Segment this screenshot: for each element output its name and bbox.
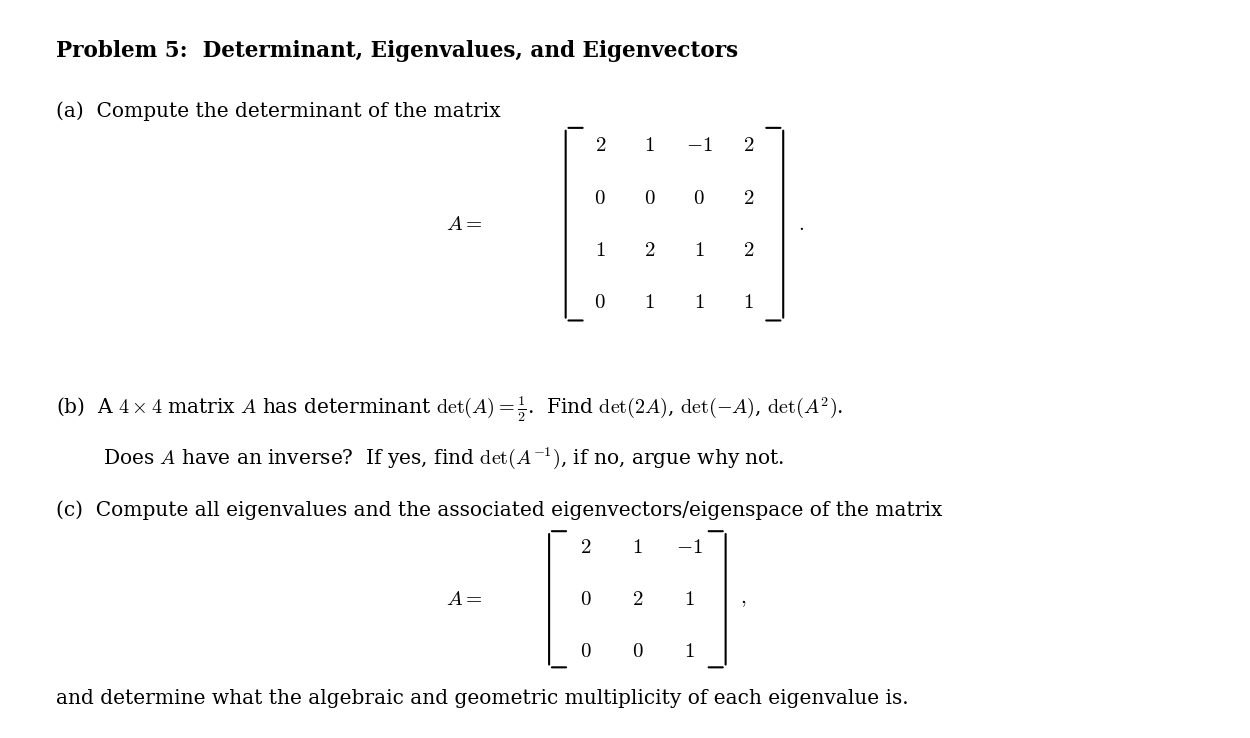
Text: (a)  Compute the determinant of the matrix: (a) Compute the determinant of the matri… [56,101,501,121]
Text: $0$: $0$ [631,642,644,661]
Text: $0$: $0$ [580,590,591,609]
Text: $2$: $2$ [742,241,754,260]
Text: $-1$: $-1$ [676,537,702,556]
Text: $0$: $0$ [595,293,606,312]
Text: $0$: $0$ [644,189,655,207]
Text: (b)  A $4 \times 4$ matrix $A$ has determinant $\det(A) = \frac{1}{2}$.  Find $\: (b) A $4 \times 4$ matrix $A$ has determ… [56,394,844,424]
Text: $1$: $1$ [632,537,642,556]
Text: $1$: $1$ [744,293,754,312]
Text: $1$: $1$ [644,137,655,156]
Text: $2$: $2$ [580,537,591,556]
Text: $2$: $2$ [742,189,754,207]
Text: $A = $: $A = $ [446,590,483,609]
Text: $1$: $1$ [595,241,606,260]
Text: $0$: $0$ [595,189,606,207]
Text: and determine what the algebraic and geometric multiplicity of each eigenvalue i: and determine what the algebraic and geo… [56,689,909,708]
Text: $1$: $1$ [644,293,655,312]
Text: $1$: $1$ [694,293,705,312]
Text: (c)  Compute all eigenvalues and the associated eigenvectors/eigenspace of the m: (c) Compute all eigenvalues and the asso… [56,501,942,520]
Text: $2$: $2$ [742,137,754,156]
Text: Problem 5:  Determinant, Eigenvalues, and Eigenvectors: Problem 5: Determinant, Eigenvalues, and… [56,40,739,61]
Text: $2$: $2$ [595,137,606,156]
Text: $2$: $2$ [644,241,655,260]
Text: $1$: $1$ [694,241,705,260]
Text: $1$: $1$ [684,642,695,661]
Text: $0$: $0$ [694,189,705,207]
Text: $0$: $0$ [580,642,591,661]
Text: $.$: $.$ [798,215,810,234]
Text: $2$: $2$ [631,590,642,609]
Text: $,$: $,$ [740,590,752,609]
Text: Does $A$ have an inverse?  If yes, find $\det(A^{-1})$, if no, argue why not.: Does $A$ have an inverse? If yes, find $… [104,445,785,471]
Text: $-1$: $-1$ [686,137,712,156]
Text: $1$: $1$ [684,590,695,609]
Text: $A = $: $A = $ [446,215,483,234]
